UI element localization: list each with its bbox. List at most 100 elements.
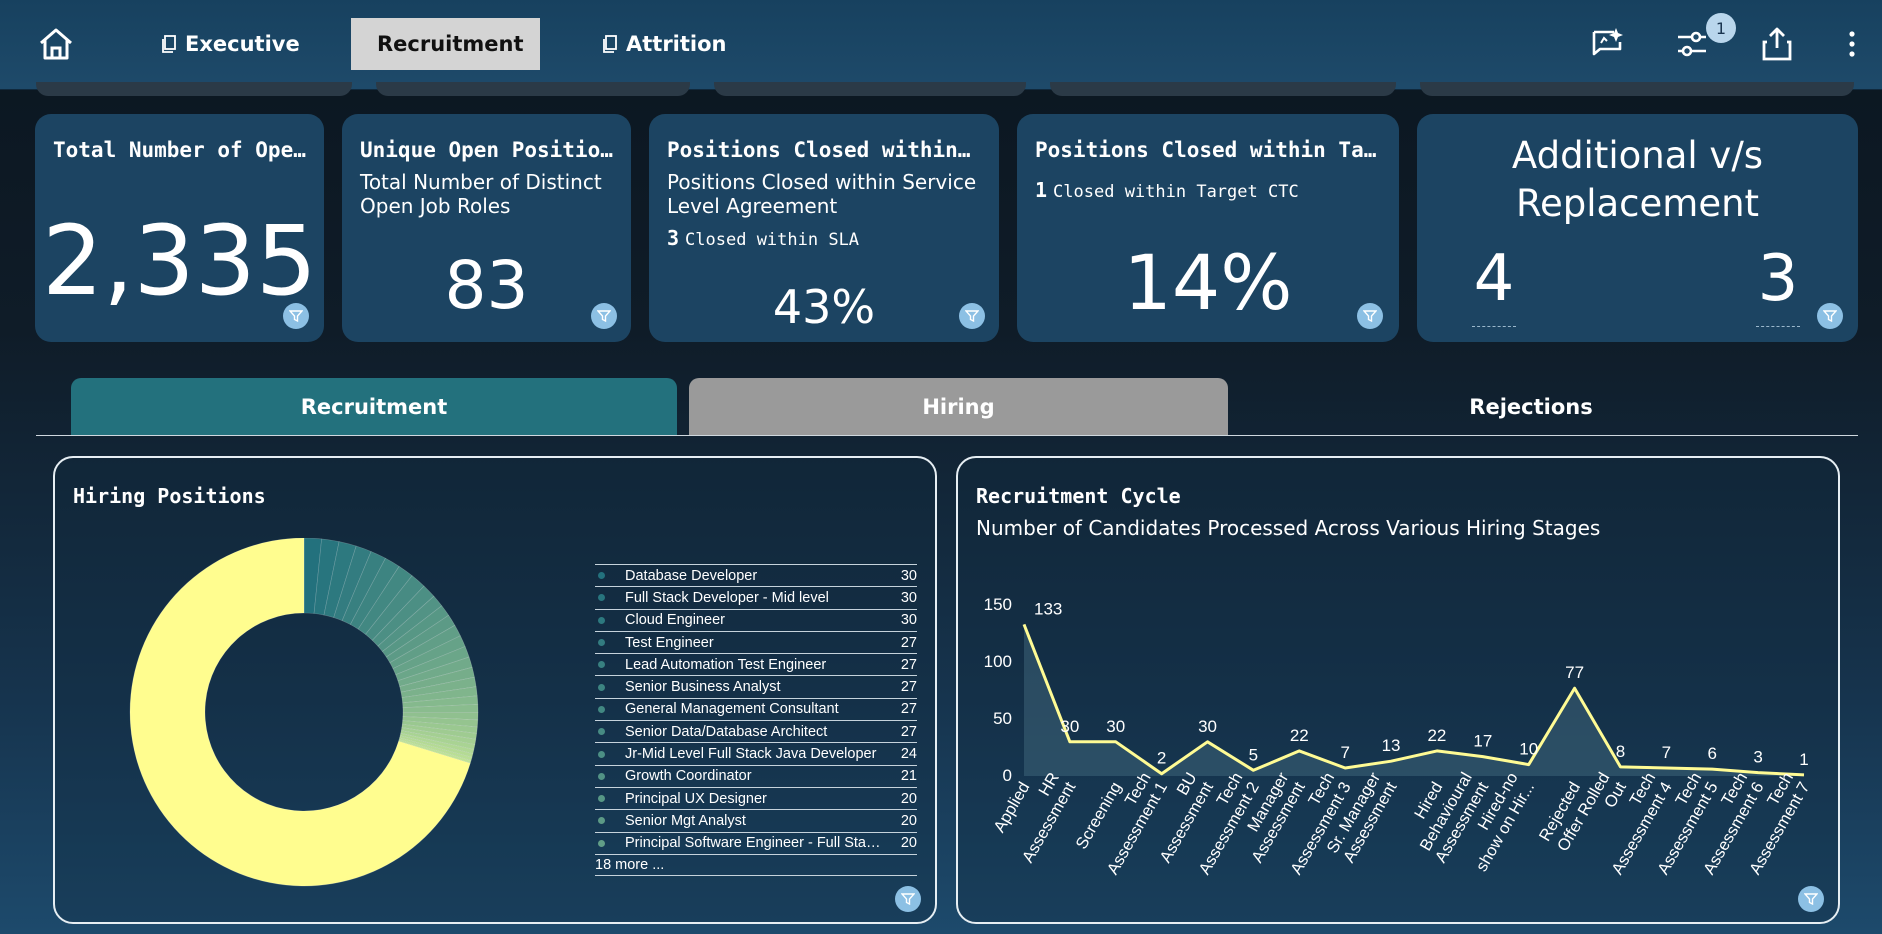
kpi-positions-closed-ctc[interactable]: Positions Closed within Target CTC 1Clos… <box>1017 114 1399 342</box>
data-point[interactable] <box>1480 754 1486 760</box>
filter-icon[interactable] <box>895 886 921 912</box>
data-point[interactable] <box>1526 762 1532 768</box>
legend-item[interactable]: Senior Business Analyst 27 <box>595 675 917 697</box>
filter-icon[interactable] <box>1357 303 1383 329</box>
legend-item[interactable]: Lead Automation Test Engineer 27 <box>595 653 917 675</box>
legend-item[interactable]: Growth Coordinator 21 <box>595 764 917 787</box>
data-point[interactable] <box>1296 748 1302 754</box>
donut-slice-other[interactable] <box>398 737 473 761</box>
replacement-value[interactable]: 3 <box>1757 242 1799 316</box>
filter-count-badge: 1 <box>1706 13 1736 43</box>
more-options-icon[interactable] <box>1842 26 1862 62</box>
section-tab-hiring[interactable]: Hiring <box>689 378 1228 436</box>
data-point[interactable] <box>1572 685 1578 691</box>
donut-slice[interactable] <box>377 595 443 652</box>
data-point[interactable] <box>1021 621 1027 627</box>
data-point[interactable] <box>1113 739 1119 745</box>
donut-slice-other[interactable] <box>395 646 470 682</box>
legend-item[interactable]: Jr-Mid Level Full Stack Java Developer 24 <box>595 742 917 764</box>
legend-item[interactable]: General Management Consultant 27 <box>595 697 917 720</box>
legend-item[interactable]: Principal Software Engineer - Full Stack… <box>595 831 917 854</box>
donut-slice-other[interactable] <box>400 676 477 698</box>
donut-slice[interactable] <box>371 585 435 647</box>
data-point[interactable] <box>1250 767 1256 773</box>
kpi-positions-closed-sla[interactable]: Positions Closed within SLA Positions Cl… <box>649 114 999 342</box>
value-underline <box>1756 326 1800 327</box>
data-point[interactable] <box>1709 766 1715 772</box>
legend-item[interactable]: Full Stack Developer - Mid level 30 <box>595 586 917 608</box>
data-label: 6 <box>1708 744 1717 763</box>
legend-item[interactable]: Senior Mgt Analyst 20 <box>595 809 917 831</box>
kpi-total-open-positions[interactable]: Total Number of Open Positions 2,335 <box>35 114 324 342</box>
donut-slice-largest[interactable] <box>129 538 471 887</box>
area-fill <box>1024 624 1804 776</box>
donut-slice[interactable] <box>385 614 456 664</box>
filter-icon[interactable] <box>283 303 309 329</box>
donut-slice-other[interactable] <box>399 732 475 755</box>
tab-attrition-label: Attrition <box>626 32 727 56</box>
legend-value: 21 <box>900 768 917 785</box>
legend-item[interactable]: Test Engineer 27 <box>595 630 917 653</box>
donut-slice-other[interactable] <box>398 739 472 764</box>
legend-item[interactable]: Cloud Engineer 30 <box>595 608 917 631</box>
filter-icon[interactable] <box>1817 303 1843 329</box>
series-line[interactable] <box>1022 623 1805 777</box>
donut-slice[interactable] <box>349 557 400 630</box>
kpi-unique-open-positions[interactable]: Unique Open Positions Total Number of Di… <box>342 114 631 342</box>
kpi-value: 43% <box>772 280 876 334</box>
donut-slice[interactable] <box>313 538 340 616</box>
home-icon[interactable] <box>36 26 76 62</box>
donut-slice-other[interactable] <box>399 666 475 693</box>
filter-sliders-icon[interactable] <box>1674 26 1710 62</box>
legend-value: 30 <box>900 589 917 606</box>
data-point[interactable] <box>1205 739 1211 745</box>
kpi-additional-vs-replacement[interactable]: Additional v/s Replacement 4 3 <box>1417 114 1858 342</box>
data-point[interactable] <box>1434 748 1440 754</box>
donut-slice-other[interactable] <box>400 727 477 745</box>
ai-chat-icon[interactable] <box>1590 26 1626 62</box>
section-tab-recruitment[interactable]: Recruitment <box>71 378 677 436</box>
legend-label: Growth Coordinator <box>625 768 752 785</box>
legend-item[interactable]: Senior Data/Database Architect 27 <box>595 720 917 742</box>
tab-executive[interactable]: Executive <box>143 18 318 70</box>
data-point[interactable] <box>1663 765 1669 771</box>
donut-slice[interactable] <box>381 605 450 658</box>
legend-more-link[interactable]: 18 more ... <box>595 853 917 877</box>
tab-attrition[interactable]: Attrition <box>584 18 745 70</box>
data-point[interactable] <box>1755 770 1761 776</box>
donut-slice-other[interactable] <box>402 704 479 713</box>
data-point[interactable] <box>1067 739 1073 745</box>
donut-slice[interactable] <box>333 545 372 622</box>
data-label: 77 <box>1565 663 1584 682</box>
tab-recruitment[interactable]: Recruitment <box>351 18 540 70</box>
share-icon[interactable] <box>1759 26 1795 62</box>
kpi-note-text: Closed within Target CTC <box>1053 182 1299 202</box>
legend-dot <box>598 683 605 691</box>
donut-slice-other[interactable] <box>401 723 478 740</box>
y-tick-label: 50 <box>993 709 1012 728</box>
additional-value[interactable]: 4 <box>1473 242 1515 316</box>
legend-item[interactable]: Principal UX Designer 20 <box>595 786 917 809</box>
data-label: 22 <box>1290 726 1309 745</box>
donut-slice[interactable] <box>365 575 425 641</box>
data-point[interactable] <box>1159 771 1165 777</box>
donut-slice-other[interactable] <box>399 735 474 758</box>
donut-slice[interactable] <box>389 624 461 670</box>
copy-icon <box>162 35 176 53</box>
data-label: 2 <box>1157 749 1166 768</box>
kpi-title: Positions Closed within SLA <box>667 138 983 162</box>
legend-dot <box>598 795 605 803</box>
filter-icon[interactable] <box>1798 886 1824 912</box>
filter-icon[interactable] <box>591 303 617 329</box>
data-point[interactable] <box>1617 764 1623 770</box>
legend-item[interactable]: Database Developer 30 <box>595 564 917 586</box>
section-tab-rejections[interactable]: Rejections <box>1469 395 1593 419</box>
donut-slice-other[interactable] <box>401 686 478 704</box>
legend-value: 27 <box>900 679 917 696</box>
donut-slice-other[interactable] <box>397 656 473 687</box>
data-point[interactable] <box>1801 772 1807 778</box>
filter-icon[interactable] <box>959 303 985 329</box>
data-point[interactable] <box>1342 765 1348 771</box>
data-point[interactable] <box>1388 758 1394 764</box>
donut-slice-other[interactable] <box>401 720 478 734</box>
